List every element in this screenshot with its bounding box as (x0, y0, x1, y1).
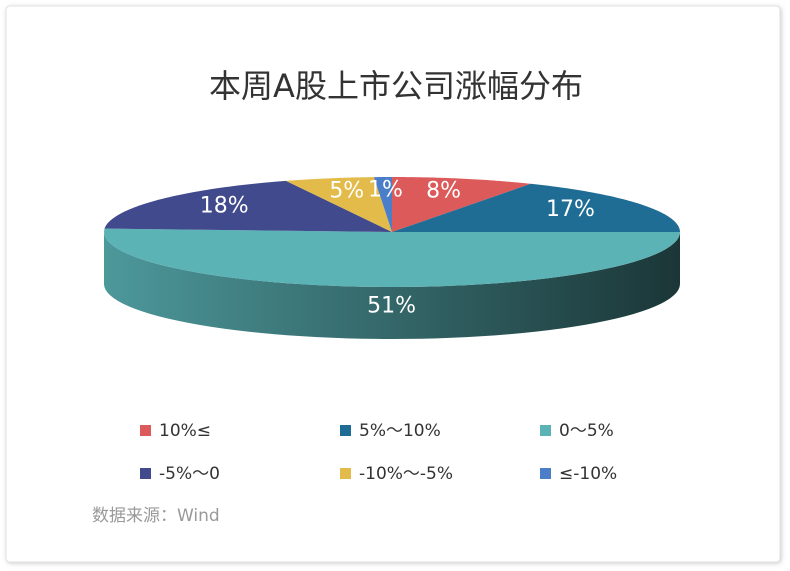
legend-swatch (140, 425, 151, 436)
pie-slice (392, 177, 531, 232)
pie-slice (373, 177, 392, 232)
legend-label: 5%～10% (359, 421, 441, 441)
legend-swatch (140, 468, 151, 479)
chart-title: 本周A股上市公司涨幅分布 (209, 67, 583, 105)
legend-label: -5%～0 (159, 464, 220, 484)
legend-swatch (340, 425, 351, 436)
pie-slice (285, 177, 392, 232)
legend-swatch (540, 468, 551, 479)
pie-side (104, 232, 680, 339)
legend-label: -10%～-5% (359, 464, 453, 484)
data-label: 1% (368, 177, 403, 202)
data-label: 17% (546, 197, 595, 222)
data-label: 8% (426, 179, 461, 204)
legend-label: ≤-10% (559, 464, 617, 484)
legend-label: 10%≤ (159, 421, 211, 441)
data-label: 5% (329, 178, 364, 203)
data-label: 18% (200, 194, 249, 219)
pie-slice (104, 180, 393, 232)
source: 数据来源：Wind (92, 506, 220, 526)
pie-slice (104, 228, 680, 287)
legend-label: 0～5% (559, 421, 614, 441)
legend-swatch (340, 468, 351, 479)
pie-slice (392, 183, 680, 232)
legend-swatch (540, 425, 551, 436)
data-label: 51% (367, 294, 416, 319)
